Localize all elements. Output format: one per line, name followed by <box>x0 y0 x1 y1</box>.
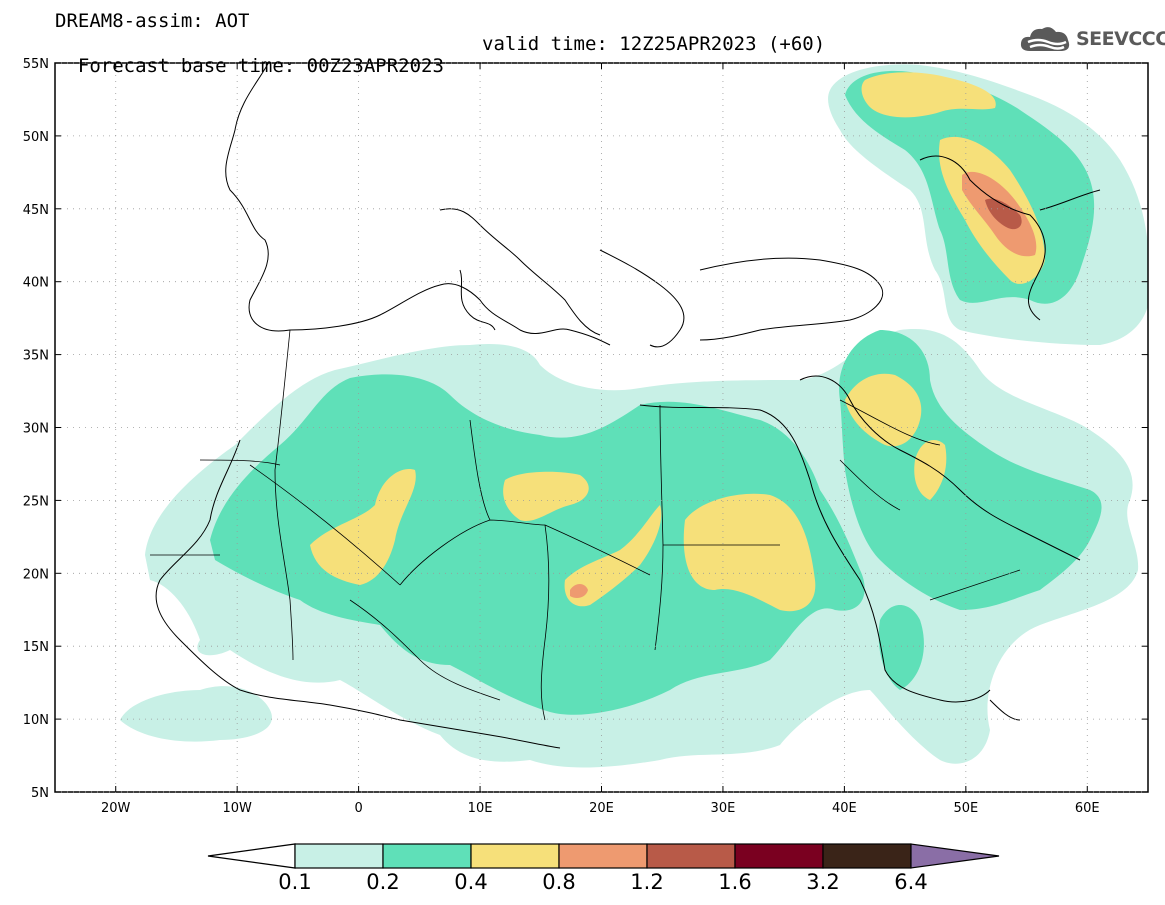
colorbar-over-arrow <box>910 843 1000 869</box>
colorbar-bin <box>382 843 472 869</box>
lat-tick-label: 5N <box>31 786 49 801</box>
aot-band-sahara-hotspot-2 <box>683 493 816 612</box>
aot-band-sahara-hotspot-1 <box>310 469 416 585</box>
valid-time: valid time: 12Z25APR2023 (+60) <box>482 33 826 55</box>
lon-tick-label: 10W <box>222 801 252 816</box>
seevccc-logo: SEEVCCC <box>1018 22 1165 56</box>
colorbar-label: 1.6 <box>718 870 751 894</box>
map-title: DREAM8-assim: AOT <box>55 10 250 32</box>
colorbar: 0.1 0.2 0.4 0.8 1.2 1.6 3.2 6.4 <box>207 843 1000 894</box>
coastlines <box>155 63 1101 749</box>
lon-tick-label: 20E <box>589 801 614 816</box>
cloud-icon <box>1020 27 1070 51</box>
colorbar-label: 1.2 <box>630 870 663 894</box>
logo-text: SEEVCCC <box>1076 28 1165 50</box>
lon-tick-label: 0 <box>354 801 362 816</box>
aot-band-caspian-max <box>985 198 1022 230</box>
aot-band-sahara-peak <box>570 584 588 598</box>
country-borders <box>150 329 1021 721</box>
lat-tick-label: 15N <box>23 640 49 655</box>
colorbar-label: 0.2 <box>366 870 399 894</box>
lat-tick-label: 35N <box>23 349 49 364</box>
colorbar-bin <box>646 843 736 869</box>
aot-band-arabia-hotspot <box>845 373 922 447</box>
lat-tick-label: 10N <box>23 713 49 728</box>
colorbar-label: 6.4 <box>894 870 927 894</box>
lat-tick-label: 25N <box>23 494 49 509</box>
colorbar-bin <box>558 843 648 869</box>
lon-tick-label: 30E <box>711 801 736 816</box>
colorbar-under-arrow <box>207 843 296 869</box>
lon-tick-label: 50E <box>953 801 978 816</box>
colorbar-bin <box>734 843 824 869</box>
lat-tick-label: 30N <box>23 422 49 437</box>
axis-ticks: 20W 10W 0 10E 20E 30E 40E 50E 60E 55N 50N 45N 40N 35N… <box>23 57 1148 816</box>
lon-tick-label: 40E <box>832 801 857 816</box>
lon-tick-label: 10E <box>468 801 493 816</box>
forecast-times: Forecast base time: 00Z23APR2023 valid t… <box>55 33 825 99</box>
aot-field <box>120 63 1148 768</box>
aot-band-east-africa <box>878 605 924 690</box>
forecast-base-time: Forecast base time: 00Z23APR2023 <box>77 55 444 77</box>
lat-tick-label: 50N <box>23 130 49 145</box>
lon-tick-label: 60E <box>1075 801 1100 816</box>
aot-band-sahara-hotspot-4 <box>564 505 662 607</box>
aot-band-sahara-core <box>210 374 865 715</box>
lat-tick-label: 40N <box>23 276 49 291</box>
colorbar-bin <box>470 843 560 869</box>
lat-tick-label: 45N <box>23 203 49 218</box>
colorbar-label: 0.1 <box>278 870 311 894</box>
colorbar-label: 3.2 <box>806 870 839 894</box>
colorbar-label: 0.4 <box>454 870 487 894</box>
lat-tick-label: 55N <box>23 57 49 72</box>
aot-band-gulf-hotspot <box>914 440 947 500</box>
aot-band-sahara-hotspot-3 <box>503 471 589 522</box>
aot-band-west-africa <box>120 686 272 742</box>
aot-band-caspian-hotspot <box>861 72 996 118</box>
colorbar-bin <box>822 843 912 869</box>
colorbar-label: 0.8 <box>542 870 575 894</box>
lat-tick-label: 20N <box>23 567 49 582</box>
colorbar-bin <box>294 843 384 869</box>
lon-tick-label: 20W <box>101 801 131 816</box>
